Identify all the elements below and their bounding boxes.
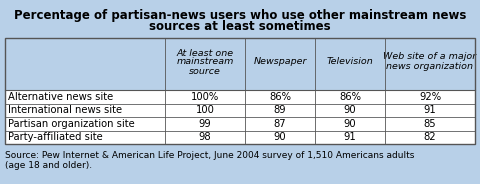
- Text: sources at least sometimes: sources at least sometimes: [149, 20, 331, 33]
- Text: 86%: 86%: [269, 92, 291, 102]
- Text: 92%: 92%: [419, 92, 441, 102]
- Text: 100%: 100%: [191, 92, 219, 102]
- Text: At least one: At least one: [177, 49, 234, 57]
- Text: Partisan organization site: Partisan organization site: [8, 119, 135, 129]
- Text: 91: 91: [344, 132, 356, 142]
- Text: Television: Television: [326, 57, 373, 66]
- Text: 89: 89: [274, 105, 286, 115]
- Text: mainstream: mainstream: [176, 57, 234, 66]
- Bar: [5, 104, 475, 117]
- Text: 100: 100: [195, 105, 215, 115]
- Bar: [5, 38, 475, 90]
- Text: 90: 90: [344, 119, 356, 129]
- Text: Web site of a major: Web site of a major: [384, 52, 477, 61]
- Bar: [5, 117, 475, 130]
- Bar: [0, 0, 480, 38]
- Text: 98: 98: [199, 132, 211, 142]
- Text: news organization: news organization: [386, 63, 473, 72]
- Text: 87: 87: [274, 119, 286, 129]
- Text: 86%: 86%: [339, 92, 361, 102]
- Text: 90: 90: [344, 105, 356, 115]
- Text: Party-affiliated site: Party-affiliated site: [8, 132, 103, 142]
- Text: 90: 90: [274, 132, 286, 142]
- Text: Alternative news site: Alternative news site: [8, 92, 113, 102]
- Text: Newspaper: Newspaper: [253, 57, 307, 66]
- Text: Percentage of partisan-news users who use other mainstream news: Percentage of partisan-news users who us…: [14, 8, 466, 22]
- Text: International news site: International news site: [8, 105, 122, 115]
- Text: 91: 91: [424, 105, 436, 115]
- Bar: [5, 130, 475, 144]
- Text: 85: 85: [424, 119, 436, 129]
- Text: source: source: [189, 66, 221, 75]
- Text: 82: 82: [424, 132, 436, 142]
- Text: Source: Pew Internet & American Life Project, June 2004 survey of 1,510 American: Source: Pew Internet & American Life Pro…: [5, 151, 414, 170]
- Bar: [5, 90, 475, 103]
- Text: 99: 99: [199, 119, 211, 129]
- Bar: [5, 38, 475, 144]
